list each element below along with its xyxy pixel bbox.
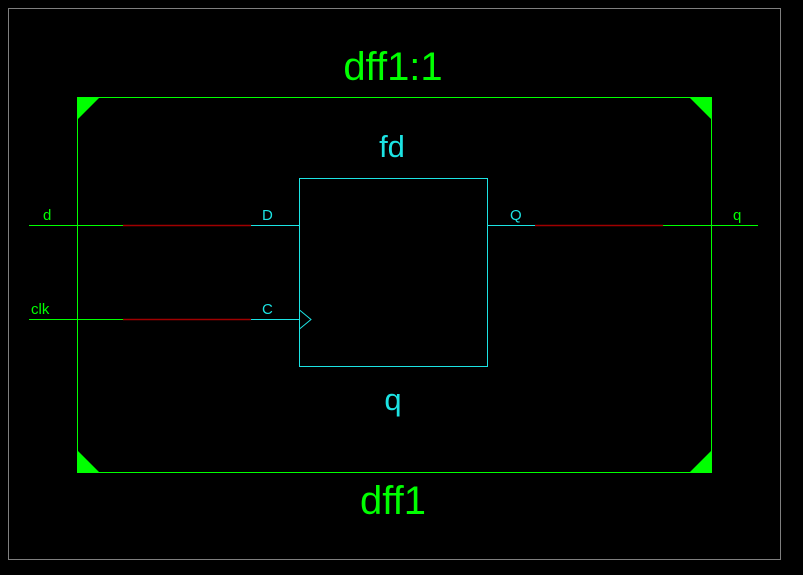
port-d-label[interactable]: d xyxy=(43,207,51,224)
instance-label: dff1:1 xyxy=(343,45,442,89)
cell-body xyxy=(299,178,488,367)
cell-fd[interactable] xyxy=(299,178,488,367)
pin-c-label[interactable]: C xyxy=(262,301,273,318)
pin-q-label[interactable]: Q xyxy=(510,207,522,224)
corner-marker-bottom-left xyxy=(77,450,100,473)
corner-marker-top-right xyxy=(689,97,712,120)
module-label: dff1 xyxy=(360,479,426,523)
port-clk-label[interactable]: clk xyxy=(31,301,50,318)
module-boundary xyxy=(77,97,712,473)
module-dff1[interactable] xyxy=(77,97,712,473)
pin-d-label[interactable]: D xyxy=(262,207,273,224)
viewport-frame xyxy=(8,8,781,560)
port-q-label[interactable]: q xyxy=(733,207,741,224)
cell-type-label: fd xyxy=(379,129,405,164)
corner-marker-top-left xyxy=(77,97,100,120)
cell-instance-label: q xyxy=(384,382,401,417)
corner-marker-bottom-right xyxy=(689,450,712,473)
clock-pin-triangle-icon xyxy=(299,309,312,330)
